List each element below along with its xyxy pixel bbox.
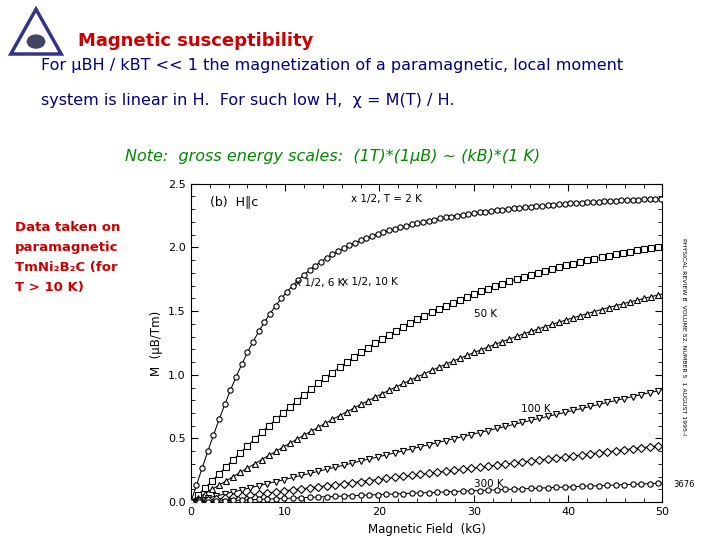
Text: x 1/2, 6 K: x 1/2, 6 K <box>294 278 344 288</box>
Text: Magnetic susceptibility: Magnetic susceptibility <box>78 31 314 50</box>
Text: x 1/2, T = 2 K: x 1/2, T = 2 K <box>351 194 422 204</box>
Text: system is linear in H.  For such low H,  χ = M(T) / H.: system is linear in H. For such low H, χ… <box>42 93 455 108</box>
Text: Note:  gross energy scales:  (1T)*(1μB) ~ (kB)*(1 K): Note: gross energy scales: (1T)*(1μB) ~ … <box>125 149 541 164</box>
Circle shape <box>27 35 45 48</box>
Text: x 1/2, 10 K: x 1/2, 10 K <box>342 276 397 287</box>
Text: 100 K: 100 K <box>521 404 551 414</box>
Text: 50 K: 50 K <box>474 308 497 319</box>
Text: For μBH / kBT << 1 the magnetization of a paramagnetic, local moment: For μBH / kBT << 1 the magnetization of … <box>42 58 624 73</box>
Text: Data taken on
paramagnetic
TmNi₂B₂C (for
T > 10 K): Data taken on paramagnetic TmNi₂B₂C (for… <box>15 221 120 294</box>
Text: 300 K: 300 K <box>474 480 503 489</box>
X-axis label: Magnetic Field  (kG): Magnetic Field (kG) <box>368 523 485 536</box>
Y-axis label: M  (μB/Tm): M (μB/Tm) <box>150 310 163 375</box>
Text: (b)  H∥c: (b) H∥c <box>210 195 258 208</box>
Text: PHYSICAL REVIEW B  VOLUME 52, NUMBER 5  1 AUGUST 1995-I: PHYSICAL REVIEW B VOLUME 52, NUMBER 5 1 … <box>682 238 686 435</box>
Text: 3676: 3676 <box>673 481 695 489</box>
